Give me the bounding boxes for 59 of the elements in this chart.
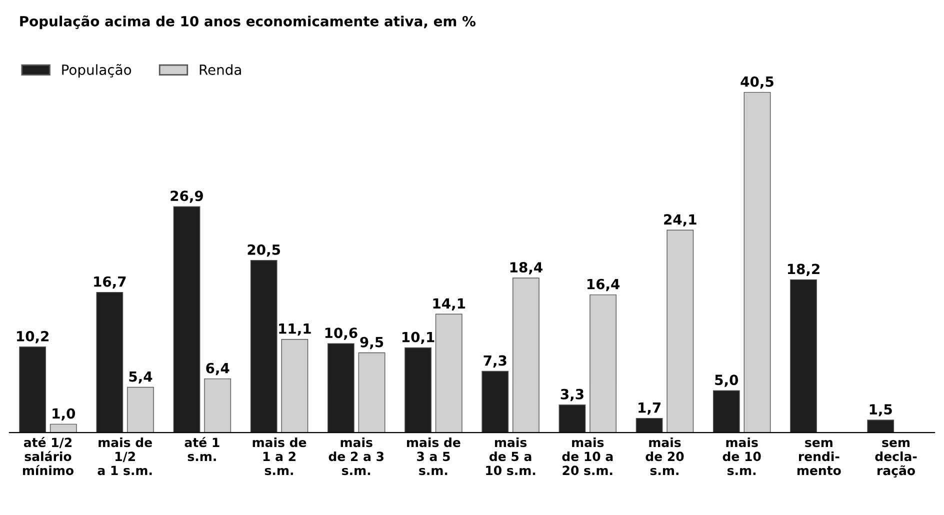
bar [712, 390, 740, 433]
bar [867, 420, 894, 433]
x-tick-label: até 1/2 salário mínimo [22, 436, 74, 476]
bar [404, 347, 432, 433]
data-label: 1,7 [638, 402, 661, 415]
chart-title: População acima de 10 anos economicamente ativa, em % [20, 15, 476, 30]
data-label: 1,0 [52, 408, 76, 421]
x-tick-label: mais de 3 a 5 s.m. [407, 437, 460, 476]
data-label: 40,5 [740, 76, 774, 89]
bar [512, 278, 540, 433]
bar [666, 230, 694, 433]
data-label: 18,2 [788, 264, 820, 276]
x-tick-label: mais de 1 a 2 s.m. [252, 437, 306, 476]
bar [482, 370, 509, 433]
x-tick-label: sem decla- ração [875, 440, 917, 478]
bar [744, 92, 771, 433]
bar [281, 338, 308, 433]
data-label: 26,9 [170, 190, 203, 203]
data-label: 16,7 [94, 276, 126, 289]
data-label: 6,4 [206, 362, 230, 376]
bar [327, 343, 354, 433]
bar [558, 404, 586, 433]
data-label: 14,1 [433, 298, 466, 310]
x-tick-label: até 1 s.m. [184, 436, 220, 462]
data-label: 10,2 [17, 330, 48, 344]
bar [50, 424, 77, 433]
bar [96, 292, 124, 433]
bar [127, 386, 154, 433]
data-label: 20,5 [248, 244, 280, 257]
x-tick-label: sem rendi- mento [797, 440, 841, 476]
bar [358, 352, 386, 433]
x-tick-label: mais de 1/2 a 1 s.m. [98, 437, 152, 476]
bar [790, 279, 817, 433]
bar [435, 314, 462, 433]
data-label: 18,4 [510, 262, 542, 274]
bar [590, 294, 617, 433]
x-tick-label: mais de 5 a 10 s.m. [486, 437, 536, 476]
legend-label: População [62, 64, 132, 78]
bar [636, 418, 663, 433]
bar [250, 260, 278, 433]
data-label: 16,4 [587, 278, 620, 292]
data-label: 10,1 [402, 332, 434, 344]
data-label: 3,3 [560, 388, 584, 402]
data-label: 9,5 [360, 336, 384, 350]
data-label: 1,5 [870, 404, 892, 416]
data-label: 24,1 [664, 214, 696, 226]
data-label: 7,3 [484, 355, 506, 368]
data-label: 5,4 [129, 371, 152, 384]
bar [204, 378, 232, 433]
x-tick-label: mais de 20 s.m. [646, 437, 684, 476]
bar [19, 346, 46, 433]
x-tick-label: mais de 2 a 3 s.m. [328, 437, 384, 476]
data-label: 10,6 [325, 328, 358, 340]
data-label: 5,0 [715, 374, 738, 387]
bar [173, 206, 200, 433]
x-tick-label: mais de 10 a 20 s.m. [562, 437, 613, 476]
x-tick-label: mais de 10 s.m. [722, 437, 761, 476]
legend-label: Renda [200, 64, 241, 75]
data-label: 11,1 [279, 324, 311, 336]
